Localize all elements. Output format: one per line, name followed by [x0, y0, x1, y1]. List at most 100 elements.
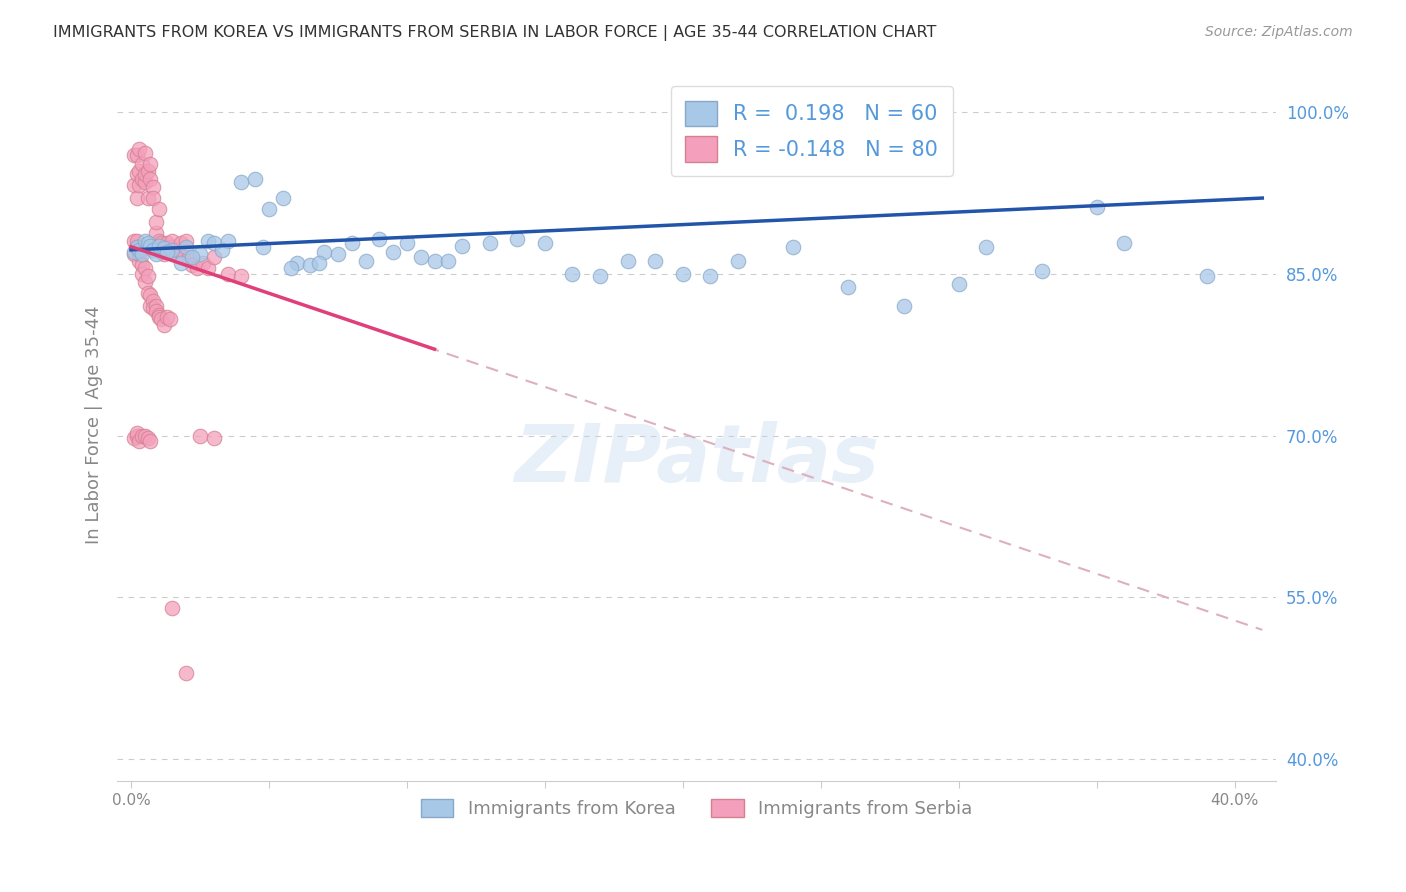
Point: [153, 318, 176, 333]
Point: [506, 232, 529, 246]
Point: [257, 202, 280, 216]
Point: [299, 258, 322, 272]
Point: [156, 236, 179, 251]
Point: [699, 268, 721, 283]
Point: [131, 156, 153, 170]
Point: [478, 236, 501, 251]
Point: [136, 268, 159, 283]
Point: [409, 251, 432, 265]
Point: [188, 247, 211, 261]
Point: [1085, 200, 1108, 214]
Point: [174, 240, 197, 254]
Point: [134, 167, 156, 181]
Point: [167, 243, 190, 257]
Point: [243, 171, 266, 186]
Text: IMMIGRANTS FROM KOREA VS IMMIGRANTS FROM SERBIA IN LABOR FORCE | AGE 35-44 CORRE: IMMIGRANTS FROM KOREA VS IMMIGRANTS FROM…: [53, 25, 936, 41]
Point: [125, 167, 148, 181]
Point: [308, 256, 330, 270]
Point: [191, 256, 214, 270]
Point: [128, 243, 150, 257]
Point: [139, 434, 162, 448]
Point: [1197, 268, 1219, 283]
Point: [162, 601, 184, 615]
Point: [145, 247, 167, 261]
Point: [174, 234, 197, 248]
Point: [180, 251, 202, 265]
Point: [134, 275, 156, 289]
Point: [128, 247, 150, 261]
Point: [139, 299, 162, 313]
Point: [122, 245, 145, 260]
Point: [534, 236, 557, 251]
Point: [145, 299, 167, 313]
Point: [150, 245, 173, 260]
Point: [159, 312, 181, 326]
Point: [139, 156, 162, 170]
Point: [893, 299, 915, 313]
Point: [589, 268, 612, 283]
Point: [423, 253, 446, 268]
Point: [395, 236, 418, 251]
Point: [186, 261, 208, 276]
Point: [145, 215, 167, 229]
Point: [1114, 236, 1136, 251]
Point: [202, 431, 225, 445]
Point: [174, 666, 197, 681]
Point: [252, 240, 274, 254]
Point: [177, 251, 200, 265]
Point: [142, 293, 165, 308]
Point: [139, 288, 162, 302]
Point: [156, 310, 179, 324]
Point: [280, 261, 302, 276]
Point: [211, 243, 233, 257]
Point: [231, 268, 253, 283]
Point: [134, 234, 156, 248]
Point: [368, 232, 391, 246]
Y-axis label: In Labor Force | Age 35-44: In Labor Force | Age 35-44: [86, 305, 103, 544]
Point: [125, 148, 148, 162]
Point: [169, 236, 191, 251]
Point: [197, 234, 219, 248]
Point: [131, 258, 153, 272]
Point: [139, 238, 162, 252]
Point: [153, 240, 176, 254]
Point: [340, 236, 363, 251]
Point: [145, 226, 167, 240]
Point: [159, 240, 181, 254]
Point: [188, 428, 211, 442]
Point: [122, 431, 145, 445]
Point: [139, 171, 162, 186]
Point: [125, 428, 148, 442]
Point: [561, 267, 583, 281]
Point: [131, 171, 153, 186]
Point: [217, 267, 239, 281]
Point: [131, 428, 153, 442]
Point: [285, 256, 308, 270]
Point: [162, 243, 184, 257]
Point: [948, 277, 970, 292]
Point: [169, 256, 191, 270]
Point: [142, 243, 165, 257]
Point: [128, 164, 150, 178]
Point: [148, 238, 170, 252]
Point: [437, 253, 460, 268]
Point: [128, 253, 150, 268]
Point: [837, 279, 859, 293]
Point: [142, 301, 165, 315]
Point: [148, 308, 170, 322]
Text: ZIPatlas: ZIPatlas: [515, 421, 879, 500]
Point: [136, 236, 159, 251]
Point: [165, 245, 187, 260]
Point: [142, 180, 165, 194]
Point: [672, 267, 695, 281]
Point: [134, 261, 156, 276]
Point: [1031, 264, 1053, 278]
Point: [150, 312, 173, 326]
Point: [156, 245, 179, 260]
Point: [217, 234, 239, 248]
Point: [271, 191, 294, 205]
Point: [616, 253, 638, 268]
Point: [125, 426, 148, 441]
Point: [314, 245, 336, 260]
Point: [145, 304, 167, 318]
